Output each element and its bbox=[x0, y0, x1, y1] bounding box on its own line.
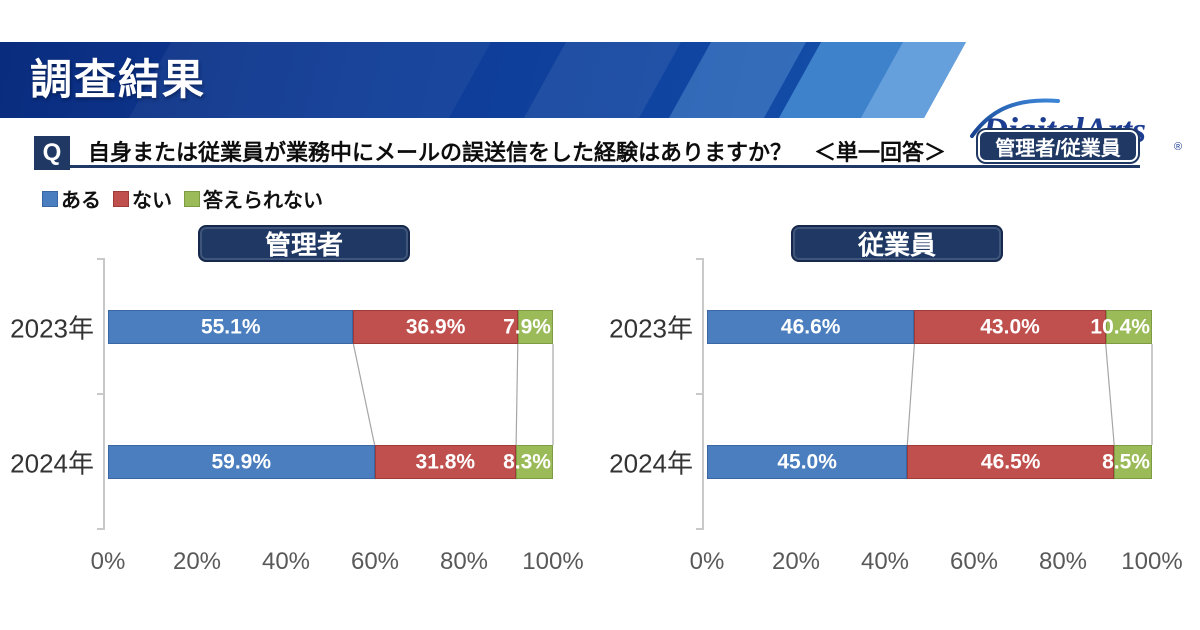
legend-swatch bbox=[113, 190, 129, 207]
bar-segment-ない: 31.8% bbox=[374, 445, 517, 479]
header-band: 調査結果 DigitalArts ® bbox=[0, 42, 1200, 153]
plot-area: 2023年 55.1% 36.9% 7.9% 2024年 59.9% 31.8% 8.3% 0%… bbox=[10, 258, 584, 575]
x-axis-tick-label: 60% bbox=[350, 548, 400, 575]
x-axis-tick-label: 40% bbox=[261, 548, 311, 575]
y-axis-category-label: 2023年 bbox=[10, 313, 94, 344]
bar-value-label: 43.0% bbox=[980, 315, 1040, 339]
bar-segment-ない: 36.9% bbox=[353, 310, 518, 344]
bar-segment-答えられない: 8.5% bbox=[1102, 445, 1152, 479]
chart-legend: ある ない 答えられない bbox=[42, 184, 323, 213]
bar-value-label: 8.3% bbox=[503, 450, 551, 474]
legend-item: ない bbox=[113, 184, 172, 213]
bar-row: 46.6% 43.0% 10.4% bbox=[707, 310, 1152, 344]
y-axis-line bbox=[702, 258, 704, 530]
question-text: 自身または従業員が業務中にメールの誤送信をした経験はありますか？ ＜単一回答＞ bbox=[88, 140, 947, 165]
connector-line bbox=[906, 343, 915, 446]
question-underline bbox=[34, 165, 1140, 168]
header-band-background bbox=[0, 42, 966, 118]
y-axis-tick bbox=[97, 528, 104, 530]
bar-value-label: 31.8% bbox=[415, 450, 476, 474]
x-axis-tick-label: 20% bbox=[771, 548, 821, 575]
y-axis-tick bbox=[696, 528, 703, 530]
bar-row: 55.1% 36.9% 7.9% bbox=[108, 310, 553, 344]
x-axis-tick-label: 20% bbox=[172, 548, 222, 575]
bar-segment-ある: 55.1% bbox=[108, 310, 354, 344]
x-axis-tick-label: 40% bbox=[860, 548, 910, 575]
bar-segment-ある: 46.6% bbox=[707, 310, 915, 344]
audience-badge: 管理者/従業員 bbox=[978, 130, 1138, 162]
x-axis-tick-label: 0% bbox=[90, 548, 126, 575]
segment-connector-lines bbox=[906, 343, 1153, 446]
bar-value-label: 36.9% bbox=[405, 315, 466, 339]
y-axis-tick bbox=[97, 258, 104, 260]
plot-area: 2023年 46.6% 43.0% 10.4% 2024年 45.0% 46.5% 8.5% 0… bbox=[609, 258, 1183, 575]
bar-segment-答えられない: 10.4% bbox=[1090, 310, 1152, 344]
x-axis-tick-label: 80% bbox=[439, 548, 489, 575]
legend-label: ある bbox=[61, 190, 101, 212]
x-axis-tick-label: 0% bbox=[689, 548, 725, 575]
page-title: 調査結果 bbox=[30, 56, 207, 103]
bar-segment-ない: 46.5% bbox=[907, 445, 1115, 479]
y-axis-category-label: 2023年 bbox=[609, 313, 693, 344]
logo-swoosh bbox=[970, 98, 1060, 138]
y-axis-tick bbox=[696, 258, 703, 260]
bar-segment-ある: 45.0% bbox=[707, 445, 908, 479]
legend-label: 答えられない bbox=[203, 190, 323, 212]
bar-segment-答えられない: 8.3% bbox=[503, 445, 553, 479]
logo-registered-mark: ® bbox=[1174, 141, 1182, 153]
bar-row: 45.0% 46.5% 8.5% bbox=[707, 445, 1152, 479]
y-axis-tick bbox=[696, 393, 703, 395]
bar-segment-ない: 43.0% bbox=[914, 310, 1106, 344]
bar-value-label: 10.4% bbox=[1090, 315, 1150, 339]
x-axis-tick-label: 60% bbox=[949, 548, 999, 575]
y-axis-line bbox=[103, 258, 105, 530]
y-axis-category-label: 2024年 bbox=[609, 448, 693, 479]
bar-value-label: 46.5% bbox=[980, 450, 1041, 474]
bar-row: 59.9% 31.8% 8.3% bbox=[108, 445, 553, 479]
bar-value-label: 8.5% bbox=[1102, 450, 1150, 474]
bar-value-label: 45.0% bbox=[777, 450, 837, 474]
legend-label: ない bbox=[132, 190, 172, 212]
legend-swatch bbox=[42, 190, 58, 207]
bar-value-label: 55.1% bbox=[200, 315, 261, 339]
connector-line bbox=[515, 343, 519, 446]
bar-value-label: 7.9% bbox=[503, 315, 551, 339]
x-axis-tick-label: 100% bbox=[1121, 548, 1183, 575]
connector-line bbox=[352, 343, 376, 446]
bar-value-label: 46.6% bbox=[780, 315, 841, 339]
chart-title: 従業員 bbox=[791, 225, 1003, 262]
legend-item: ある bbox=[42, 184, 101, 213]
chart-title: 管理者 bbox=[198, 225, 410, 262]
x-axis-tick-label: 100% bbox=[522, 548, 584, 575]
segment-connector-lines bbox=[352, 343, 554, 446]
y-axis-tick bbox=[97, 393, 104, 395]
header-stripe bbox=[518, 42, 687, 118]
bar-value-label: 59.9% bbox=[211, 450, 272, 474]
y-axis-category-label: 2024年 bbox=[10, 448, 94, 479]
bar-segment-答えられない: 7.9% bbox=[503, 310, 553, 344]
legend-item: 答えられない bbox=[184, 184, 323, 213]
legend-swatch bbox=[184, 190, 200, 207]
connector-line bbox=[1105, 343, 1115, 446]
bar-segment-ある: 59.9% bbox=[108, 445, 375, 479]
question-q-icon: Q bbox=[34, 136, 70, 170]
x-axis-tick-label: 80% bbox=[1038, 548, 1088, 575]
